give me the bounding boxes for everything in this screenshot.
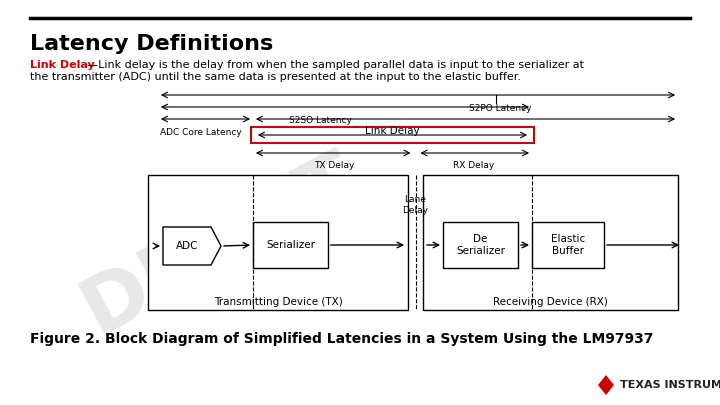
Text: Link Delay: Link Delay xyxy=(365,126,420,136)
Text: Transmitting Device (TX): Transmitting Device (TX) xyxy=(214,297,343,307)
Text: ADC: ADC xyxy=(176,241,198,251)
Text: Lane
Delay: Lane Delay xyxy=(402,195,428,215)
Bar xyxy=(532,222,604,268)
Text: S2SO Latency: S2SO Latency xyxy=(289,116,351,125)
Bar xyxy=(148,175,408,310)
Text: RX Delay: RX Delay xyxy=(453,161,495,170)
Text: TX Delay: TX Delay xyxy=(314,161,354,170)
Bar xyxy=(443,222,518,268)
Text: Receiving Device (RX): Receiving Device (RX) xyxy=(493,297,608,307)
Text: S2PO Latency: S2PO Latency xyxy=(469,104,532,113)
Polygon shape xyxy=(163,227,221,265)
Text: Elastic
Buffer: Elastic Buffer xyxy=(551,234,585,256)
Text: De
Serializer: De Serializer xyxy=(456,234,505,256)
Text: —Link delay is the delay from when the sampled parallel data is input to the ser: —Link delay is the delay from when the s… xyxy=(87,60,584,70)
Bar xyxy=(423,175,678,310)
Text: Link Latency: Link Latency xyxy=(437,128,494,137)
Bar xyxy=(253,222,328,268)
Text: the transmitter (ADC) until the same data is presented at the input to the elast: the transmitter (ADC) until the same dat… xyxy=(30,72,521,82)
Text: Serializer: Serializer xyxy=(266,240,315,250)
Text: TEXAS INSTRUMENTS: TEXAS INSTRUMENTS xyxy=(620,380,720,390)
Text: Latency Definitions: Latency Definitions xyxy=(30,34,274,54)
Bar xyxy=(251,127,534,143)
Text: DRAFT: DRAFT xyxy=(69,140,372,350)
Text: Figure 2. Block Diagram of Simplified Latencies in a System Using the LM97937: Figure 2. Block Diagram of Simplified La… xyxy=(30,332,653,346)
Polygon shape xyxy=(598,375,614,395)
Text: ADC Core Latency: ADC Core Latency xyxy=(160,128,241,137)
Text: Link Delay: Link Delay xyxy=(30,60,95,70)
